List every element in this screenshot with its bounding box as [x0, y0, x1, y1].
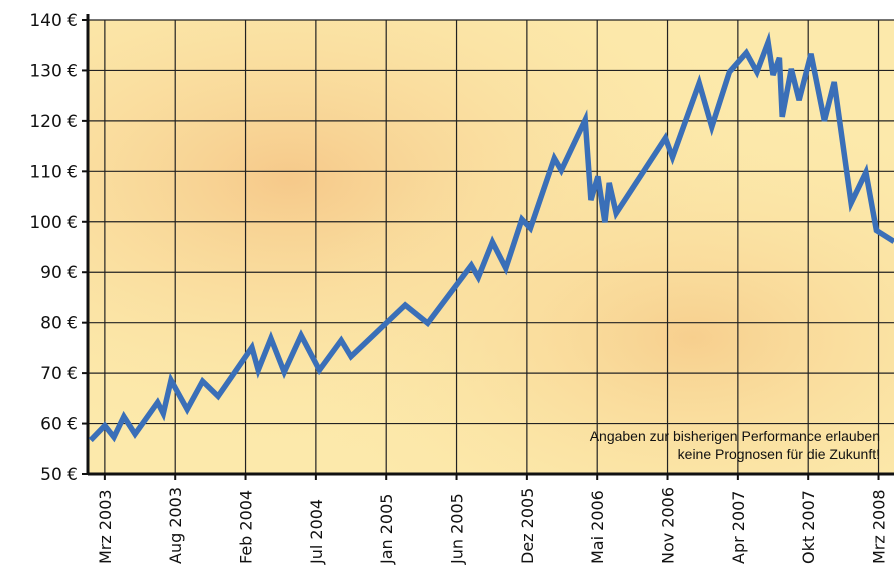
x-tick-label: Jan 2005	[377, 494, 396, 565]
y-tick-label: 140 €	[29, 11, 78, 31]
x-tick-label: Mrz 2003	[96, 489, 115, 564]
x-tick-label: Dez 2005	[518, 488, 537, 564]
annotation: Angaben zur bisherigen Performance erlau…	[590, 428, 880, 444]
price-line	[88, 31, 894, 443]
y-tick-label: 60 €	[40, 415, 78, 435]
x-tick-label: Jun 2005	[448, 493, 467, 565]
y-tick-label: 70 €	[40, 364, 78, 384]
y-tick-label: 100 €	[29, 213, 78, 233]
x-tick-label: Jul 2004	[307, 499, 326, 565]
y-tick-label: 120 €	[29, 112, 78, 132]
x-tick-label: Mai 2006	[588, 490, 607, 564]
annotation: keine Prognosen für die Zukunft!	[678, 446, 880, 462]
x-tick-label: Aug 2003	[166, 487, 185, 564]
x-tick-label: Apr 2007	[729, 491, 748, 564]
y-tick-label: 130 €	[29, 61, 78, 81]
y-tick-label: 90 €	[40, 263, 78, 283]
y-tick-label: 110 €	[29, 162, 78, 182]
x-tick-label: Mrz 2008	[870, 489, 889, 564]
x-tick-label: Feb 2004	[237, 490, 256, 564]
x-tick-label: Okt 2007	[799, 490, 818, 564]
y-tick-label: 80 €	[40, 314, 78, 334]
y-tick-label: 50 €	[40, 465, 78, 485]
x-tick-label: Nov 2006	[659, 487, 678, 564]
